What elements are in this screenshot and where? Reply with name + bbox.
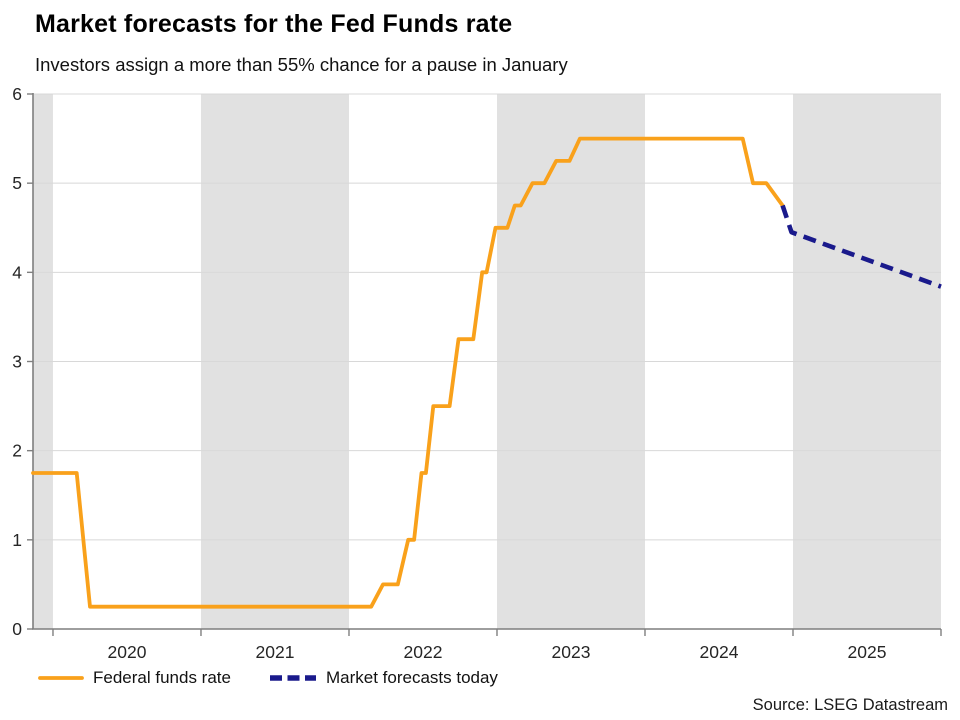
source-attribution: Source: LSEG Datastream <box>752 696 948 714</box>
x-tick-label: 2024 <box>700 642 739 662</box>
x-tick-label: 2023 <box>552 642 591 662</box>
y-tick-label: 5 <box>12 173 22 193</box>
series-line-actual <box>31 136 785 609</box>
legend-label: Market forecasts today <box>325 668 498 687</box>
y-tick-label: 0 <box>12 619 22 639</box>
legend-item-market-forecasts: Market forecasts today <box>269 668 498 688</box>
x-tick-label: 2025 <box>848 642 887 662</box>
y-tick-label: 3 <box>12 352 22 372</box>
chart-legend: Federal funds rate Market forecasts toda… <box>38 668 498 688</box>
legend-label: Federal funds rate <box>93 668 231 687</box>
y-tick-label: 6 <box>12 84 22 104</box>
y-tick-label: 4 <box>12 262 22 282</box>
x-tick-label: 2021 <box>256 642 295 662</box>
y-tick-label: 2 <box>12 441 22 461</box>
legend-item-federal-funds-rate: Federal funds rate <box>38 668 231 688</box>
chart-subtitle: Investors assign a more than 55% chance … <box>35 54 568 75</box>
x-tick-label: 2022 <box>404 642 443 662</box>
page-title: Market forecasts for the Fed Funds rate <box>35 10 513 38</box>
series-line-forecast <box>780 204 942 289</box>
x-tick-label: 2020 <box>108 642 147 662</box>
y-tick-label: 1 <box>12 530 22 550</box>
dashed-line-swatch-icon <box>269 675 316 681</box>
solid-line-swatch-icon <box>38 676 84 680</box>
